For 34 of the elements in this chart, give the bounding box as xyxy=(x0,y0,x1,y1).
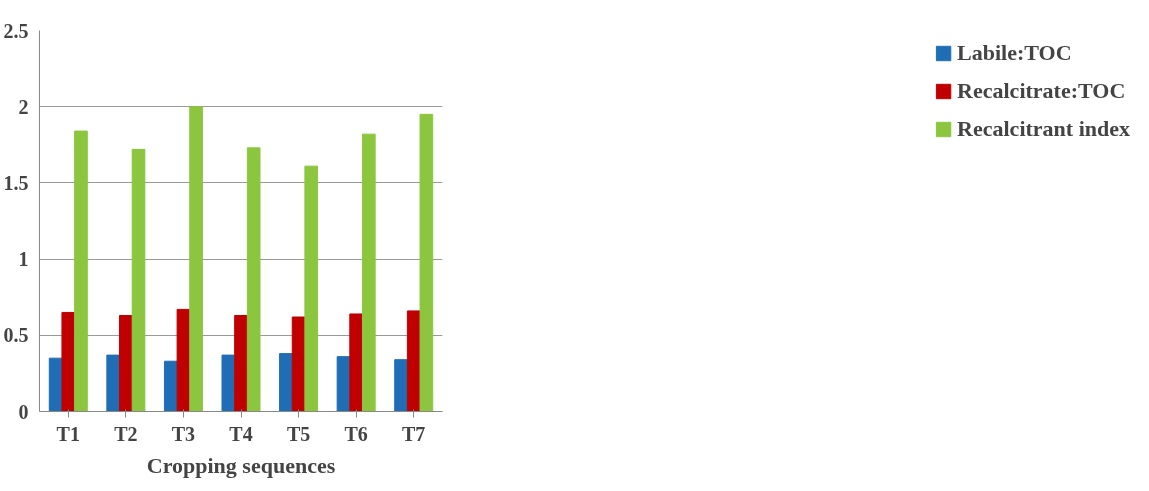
bar xyxy=(361,133,376,412)
legend-label: Recalcitrant index xyxy=(957,116,1130,142)
bar xyxy=(176,308,191,412)
bar xyxy=(349,313,363,412)
bar xyxy=(131,148,146,412)
bar xyxy=(419,113,434,412)
bar xyxy=(189,106,203,412)
bar xyxy=(336,356,351,412)
x-tick-label: T1 xyxy=(56,422,80,445)
x-tick-label: T7 xyxy=(402,422,426,445)
bar xyxy=(106,354,121,412)
bar xyxy=(119,314,133,412)
y-tick-label: 1 xyxy=(18,248,29,271)
x-tick-label: T5 xyxy=(286,422,311,445)
y-tick-label: 0.5 xyxy=(3,324,29,347)
bar xyxy=(304,165,319,412)
x-tick-label: T3 xyxy=(171,422,196,445)
bar xyxy=(279,353,293,412)
y-tick-label: 0 xyxy=(18,400,29,423)
bar xyxy=(74,130,88,412)
bar xyxy=(61,311,76,412)
legend-label: Labile:TOC xyxy=(957,40,1072,66)
x-tick-label: T6 xyxy=(344,422,368,445)
x-axis-title: Cropping sequences xyxy=(146,452,336,478)
legend-label: Recalcitrate:TOC xyxy=(957,78,1126,104)
bar xyxy=(394,359,408,412)
x-tick-label: T4 xyxy=(229,422,253,445)
y-tick-label: 2 xyxy=(18,95,29,118)
x-tick-label: T2 xyxy=(114,422,138,445)
bar xyxy=(246,147,261,412)
bar xyxy=(221,354,236,412)
y-tick-label: 1.5 xyxy=(3,171,29,194)
bar xyxy=(234,314,248,412)
y-tick-label: 2.5 xyxy=(3,19,29,42)
